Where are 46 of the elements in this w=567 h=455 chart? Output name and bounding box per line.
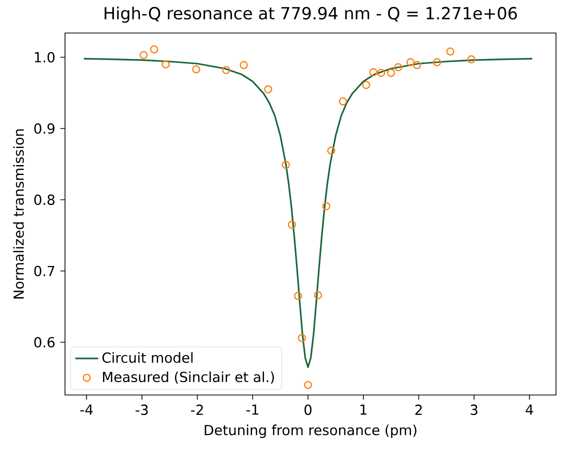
point <box>467 55 476 64</box>
x-tick-label: -4 <box>80 404 93 415</box>
point <box>264 85 272 94</box>
chart-title: High-Q resonance at 779.94 nm - Q = 1.271e+06 <box>104 6 517 23</box>
x-tick-label: 4 <box>526 404 534 415</box>
point <box>338 97 347 106</box>
point <box>140 51 148 60</box>
point <box>192 65 200 74</box>
point <box>314 291 322 300</box>
legend-label: Measured (Sinclair et al.) <box>102 371 274 384</box>
y-tick-label: 0.6 <box>34 337 55 348</box>
point <box>150 45 158 54</box>
x-tick-label: 0 <box>304 404 312 416</box>
point <box>222 66 230 74</box>
point <box>288 220 296 229</box>
x-tick-label: -2 <box>191 404 203 415</box>
point <box>162 60 170 68</box>
y-axis-title: Normalized transmission <box>13 129 24 298</box>
point <box>327 146 336 155</box>
legend-label: Circuit model <box>102 352 193 363</box>
point <box>386 68 396 77</box>
y-tick-label: 1.0 <box>34 52 55 62</box>
point <box>432 58 442 66</box>
point <box>282 160 290 169</box>
y-tick-label: 0.9 <box>34 123 54 134</box>
point <box>446 47 454 56</box>
point <box>377 68 386 77</box>
point <box>406 58 414 66</box>
x-tick-label: -1 <box>246 404 258 415</box>
point <box>294 292 302 300</box>
x-axis-title: Detuning from resonance (pm) <box>204 424 416 438</box>
x-tick-label: 1 <box>360 404 367 415</box>
y-tick-label: 0.8 <box>34 194 54 205</box>
x-tick-label: 2 <box>415 404 422 415</box>
point <box>412 61 422 70</box>
point <box>298 334 306 342</box>
point <box>322 202 330 210</box>
point <box>362 80 370 90</box>
point <box>369 68 378 76</box>
point <box>304 380 312 390</box>
x-tick-label: -3 <box>136 404 148 416</box>
point <box>394 63 402 72</box>
line-series <box>83 58 533 368</box>
x-tick-label: 3 <box>470 404 478 416</box>
y-tick-label: 0.7 <box>34 266 54 276</box>
point <box>240 61 248 70</box>
